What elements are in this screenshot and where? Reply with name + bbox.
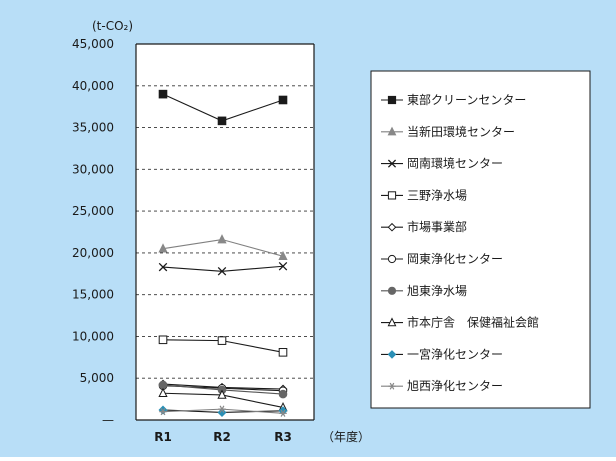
y-tick-label: 25,000 <box>72 204 114 218</box>
y-tick-label: 40,000 <box>72 79 114 93</box>
legend-item: 東部クリーンセンター <box>381 92 526 107</box>
legend-item: 岡東浄化センター <box>381 252 503 266</box>
x-tick-label: R2 <box>213 430 231 444</box>
data-point-marker <box>217 116 227 126</box>
data-point-marker <box>158 335 168 345</box>
legend-item: 当新田環境センター <box>381 124 515 139</box>
legend-item: 一宮浄化センター <box>381 346 503 361</box>
data-point-marker <box>388 382 396 390</box>
legend-item: 岡南環境センター <box>381 156 503 171</box>
y-tick-label: — <box>102 413 114 427</box>
data-point-marker <box>217 407 227 417</box>
data-point-marker <box>278 389 288 399</box>
data-point-marker <box>387 222 397 232</box>
data-point-marker <box>217 267 227 276</box>
data-point-marker <box>278 95 288 105</box>
data-point-marker <box>387 317 397 327</box>
data-point-marker <box>279 409 287 417</box>
legend-label: 三野浄水場 <box>407 188 467 202</box>
data-point-marker <box>217 336 227 345</box>
series <box>158 234 288 261</box>
series-lines <box>158 89 288 417</box>
y-axis-unit-label: (t-CO₂) <box>92 19 133 33</box>
legend-label: 旭東浄水場 <box>407 284 467 298</box>
legend-item: 旭西浄化センター <box>381 379 503 393</box>
legend <box>370 70 591 409</box>
series <box>159 405 287 417</box>
legend-label: 旭西浄化センター <box>407 379 503 393</box>
data-point-marker <box>217 234 227 244</box>
x-tick-label: R1 <box>154 430 172 444</box>
y-tick-label: 15,000 <box>72 288 114 302</box>
plot-area <box>136 44 314 420</box>
series <box>158 335 288 357</box>
legend-label: 東部クリーンセンター <box>407 92 526 107</box>
data-point-marker <box>387 254 397 264</box>
data-point-marker <box>387 159 397 168</box>
x-axis-unit-label: （年度） <box>322 429 370 444</box>
data-point-marker <box>159 408 167 416</box>
y-tick-label: 35,000 <box>72 121 114 135</box>
data-point-marker <box>387 350 397 359</box>
data-point-marker <box>158 405 168 415</box>
y-tick-label: 5,000 <box>80 371 114 385</box>
legend-label: 当新田環境センター <box>407 124 515 139</box>
x-axis-ticks: R1 R2 R3 <box>154 430 292 444</box>
y-axis-ticks: — 5,000 10,000 15,000 20,000 25,000 30,000 35,0… <box>72 37 114 427</box>
x-tick-label: R3 <box>274 430 292 444</box>
data-point-marker <box>158 380 168 390</box>
legend-label: 岡南環境センター <box>407 156 503 171</box>
legend-label: 市場事業部 <box>407 219 467 234</box>
data-point-marker <box>278 250 288 261</box>
series <box>158 89 288 126</box>
data-point-marker <box>278 348 288 357</box>
data-point-marker <box>217 389 227 399</box>
data-point-marker <box>158 243 168 253</box>
data-point-marker <box>387 286 397 295</box>
y-tick-label: 30,000 <box>72 162 114 176</box>
legend-entries: 東部クリーンセンター当新田環境センター岡南環境センター三野浄水場市場事業部岡東浄… <box>381 92 539 393</box>
data-point-marker <box>387 126 397 136</box>
legend-label: 市本庁舎 保健福祉会館 <box>407 315 539 330</box>
data-point-marker <box>218 405 226 413</box>
data-point-marker <box>158 262 168 272</box>
legend-item: 三野浄水場 <box>381 188 467 202</box>
y-tick-label: 45,000 <box>72 37 114 51</box>
data-point-marker <box>158 89 168 99</box>
y-tick-label: 20,000 <box>72 246 114 260</box>
data-point-marker <box>387 95 397 105</box>
legend-label: 岡東浄化センター <box>407 252 503 266</box>
legend-label: 一宮浄化センター <box>407 346 503 361</box>
y-tick-label: 10,000 <box>72 329 114 343</box>
series <box>158 261 288 276</box>
legend-item: 旭東浄水場 <box>381 284 467 298</box>
legend-item: 市場事業部 <box>381 219 467 234</box>
data-point-marker <box>278 261 288 271</box>
data-point-marker <box>387 191 397 200</box>
series <box>158 380 288 399</box>
data-point-marker <box>158 387 168 398</box>
legend-item: 市本庁舎 保健福祉会館 <box>381 315 539 330</box>
